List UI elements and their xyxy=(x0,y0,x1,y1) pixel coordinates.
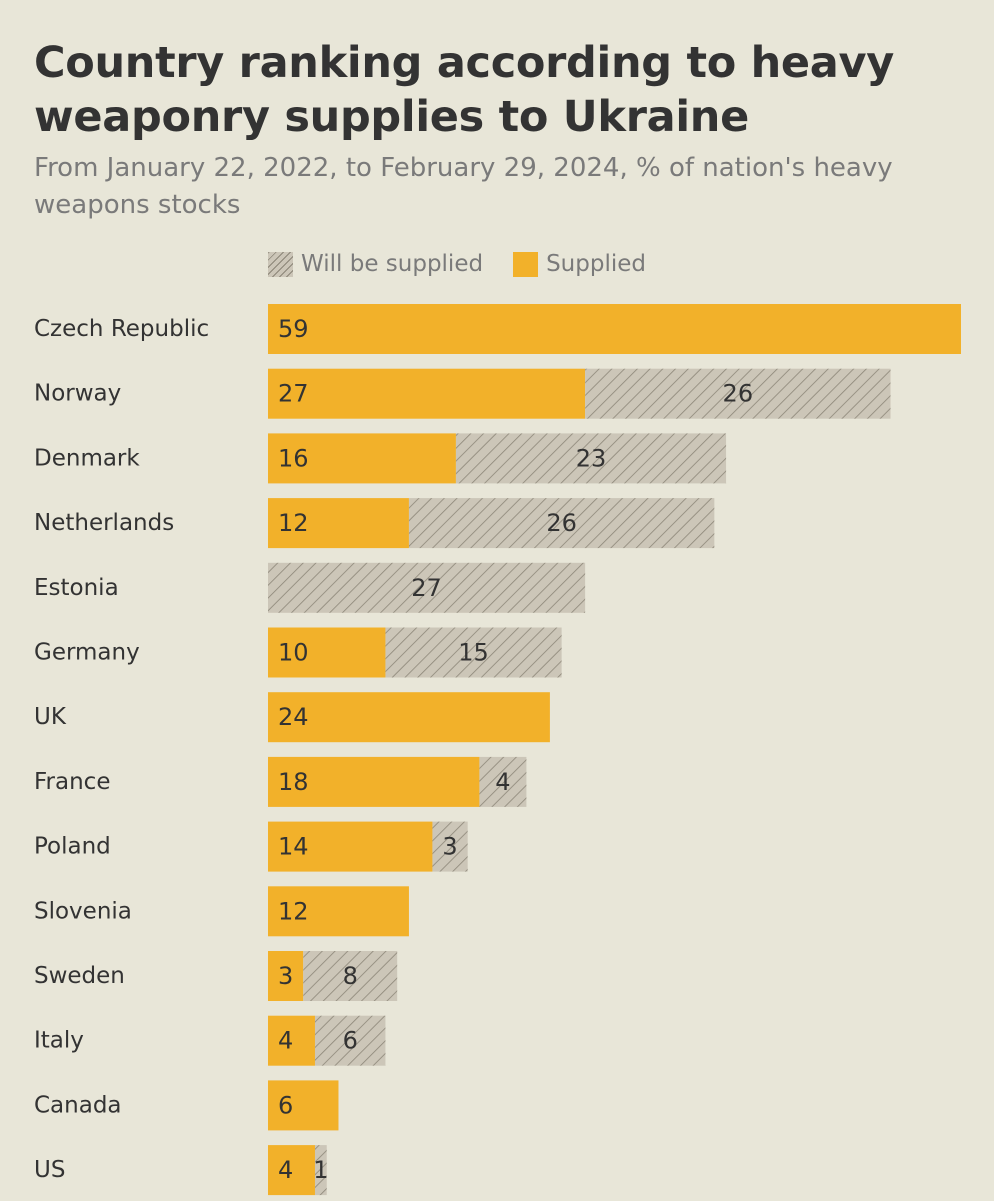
value-label-supplied-germany: 10 xyxy=(278,639,309,667)
legend-swatch-solid xyxy=(513,251,539,277)
bar-supplied-italy xyxy=(268,1015,315,1066)
category-label-canada: Canada xyxy=(34,1092,122,1118)
category-label-estonia: Estonia xyxy=(34,575,119,601)
bar-supplied-canada xyxy=(268,1080,339,1131)
category-label-italy: Italy xyxy=(34,1028,84,1054)
bar-supplied-us xyxy=(268,1145,315,1196)
bar-will-be-supplied-poland xyxy=(432,821,468,872)
category-label-denmark: Denmark xyxy=(34,445,140,471)
category-label-czech-republic: Czech Republic xyxy=(34,316,209,342)
value-label-will-be-supplied-norway: 26 xyxy=(723,380,754,408)
value-label-supplied-uk: 24 xyxy=(278,703,309,731)
value-label-supplied-sweden: 3 xyxy=(278,962,293,990)
bar-will-be-supplied-us xyxy=(314,1145,327,1196)
value-label-will-be-supplied-us: 1 xyxy=(313,1156,328,1184)
value-label-supplied-france: 18 xyxy=(278,768,309,796)
bar-supplied-germany xyxy=(268,627,386,678)
bar-will-be-supplied-sweden xyxy=(303,951,398,1001)
value-label-supplied-us: 4 xyxy=(278,1156,293,1184)
bar-will-be-supplied-norway xyxy=(585,368,891,419)
legend-swatch-hatched xyxy=(268,251,293,277)
bar-supplied-denmark xyxy=(268,433,456,484)
bar-will-be-supplied-italy xyxy=(314,1015,386,1066)
category-label-us: US xyxy=(34,1157,65,1183)
legend-label-supplied: Supplied xyxy=(546,251,646,277)
value-label-supplied-italy: 4 xyxy=(278,1027,293,1055)
category-label-slovenia: Slovenia xyxy=(34,898,132,924)
chart-legend: Will be supplied Supplied xyxy=(268,248,676,280)
category-label-poland: Poland xyxy=(34,834,111,860)
chart-subtitle: From January 22, 2022, to February 29, 2… xyxy=(34,153,893,220)
value-label-supplied-poland: 14 xyxy=(278,833,309,861)
bar-will-be-supplied-france xyxy=(479,756,527,807)
category-label-germany: Germany xyxy=(34,640,140,666)
legend-item-supplied: Supplied xyxy=(513,251,646,277)
value-label-will-be-supplied-italy: 6 xyxy=(343,1027,358,1055)
legend-item-will-be-supplied: Will be supplied xyxy=(268,251,483,277)
bar-supplied-uk xyxy=(268,692,550,743)
chart-title: Country ranking according to heavy weapo… xyxy=(34,38,894,142)
value-label-will-be-supplied-germany: 15 xyxy=(458,639,489,667)
bar-supplied-sweden xyxy=(268,951,304,1001)
category-label-norway: Norway xyxy=(34,381,121,407)
value-label-will-be-supplied-sweden: 8 xyxy=(343,962,358,990)
bar-supplied-norway xyxy=(268,368,586,419)
bar-will-be-supplied-netherlands xyxy=(408,498,715,549)
value-label-supplied-czech-republic: 59 xyxy=(278,315,309,343)
legend-label-will-be-supplied: Will be supplied xyxy=(301,251,484,277)
value-label-will-be-supplied-netherlands: 26 xyxy=(546,509,577,537)
value-label-supplied-netherlands: 12 xyxy=(278,509,309,537)
category-label-france: France xyxy=(34,769,110,795)
value-label-supplied-slovenia: 12 xyxy=(278,897,309,925)
bar-will-be-supplied-estonia xyxy=(268,562,586,613)
bar-supplied-czech-republic xyxy=(268,304,961,354)
bar-will-be-supplied-germany xyxy=(385,627,562,678)
bar-supplied-slovenia xyxy=(268,886,409,937)
category-label-sweden: Sweden xyxy=(34,963,125,989)
bar-will-be-supplied-denmark xyxy=(455,433,727,484)
bar-supplied-netherlands xyxy=(268,498,409,549)
category-label-uk: UK xyxy=(34,704,67,730)
bar-supplied-poland xyxy=(268,821,433,872)
value-label-supplied-denmark: 16 xyxy=(278,444,309,472)
value-label-will-be-supplied-denmark: 23 xyxy=(576,444,607,472)
category-label-netherlands: Netherlands xyxy=(34,510,174,536)
value-label-will-be-supplied-poland: 3 xyxy=(442,833,457,861)
value-label-will-be-supplied-france: 4 xyxy=(495,768,510,796)
value-label-supplied-canada: 6 xyxy=(278,1091,293,1119)
bar-supplied-france xyxy=(268,756,480,807)
value-label-supplied-norway: 27 xyxy=(278,380,309,408)
value-label-will-be-supplied-estonia: 27 xyxy=(411,574,442,602)
